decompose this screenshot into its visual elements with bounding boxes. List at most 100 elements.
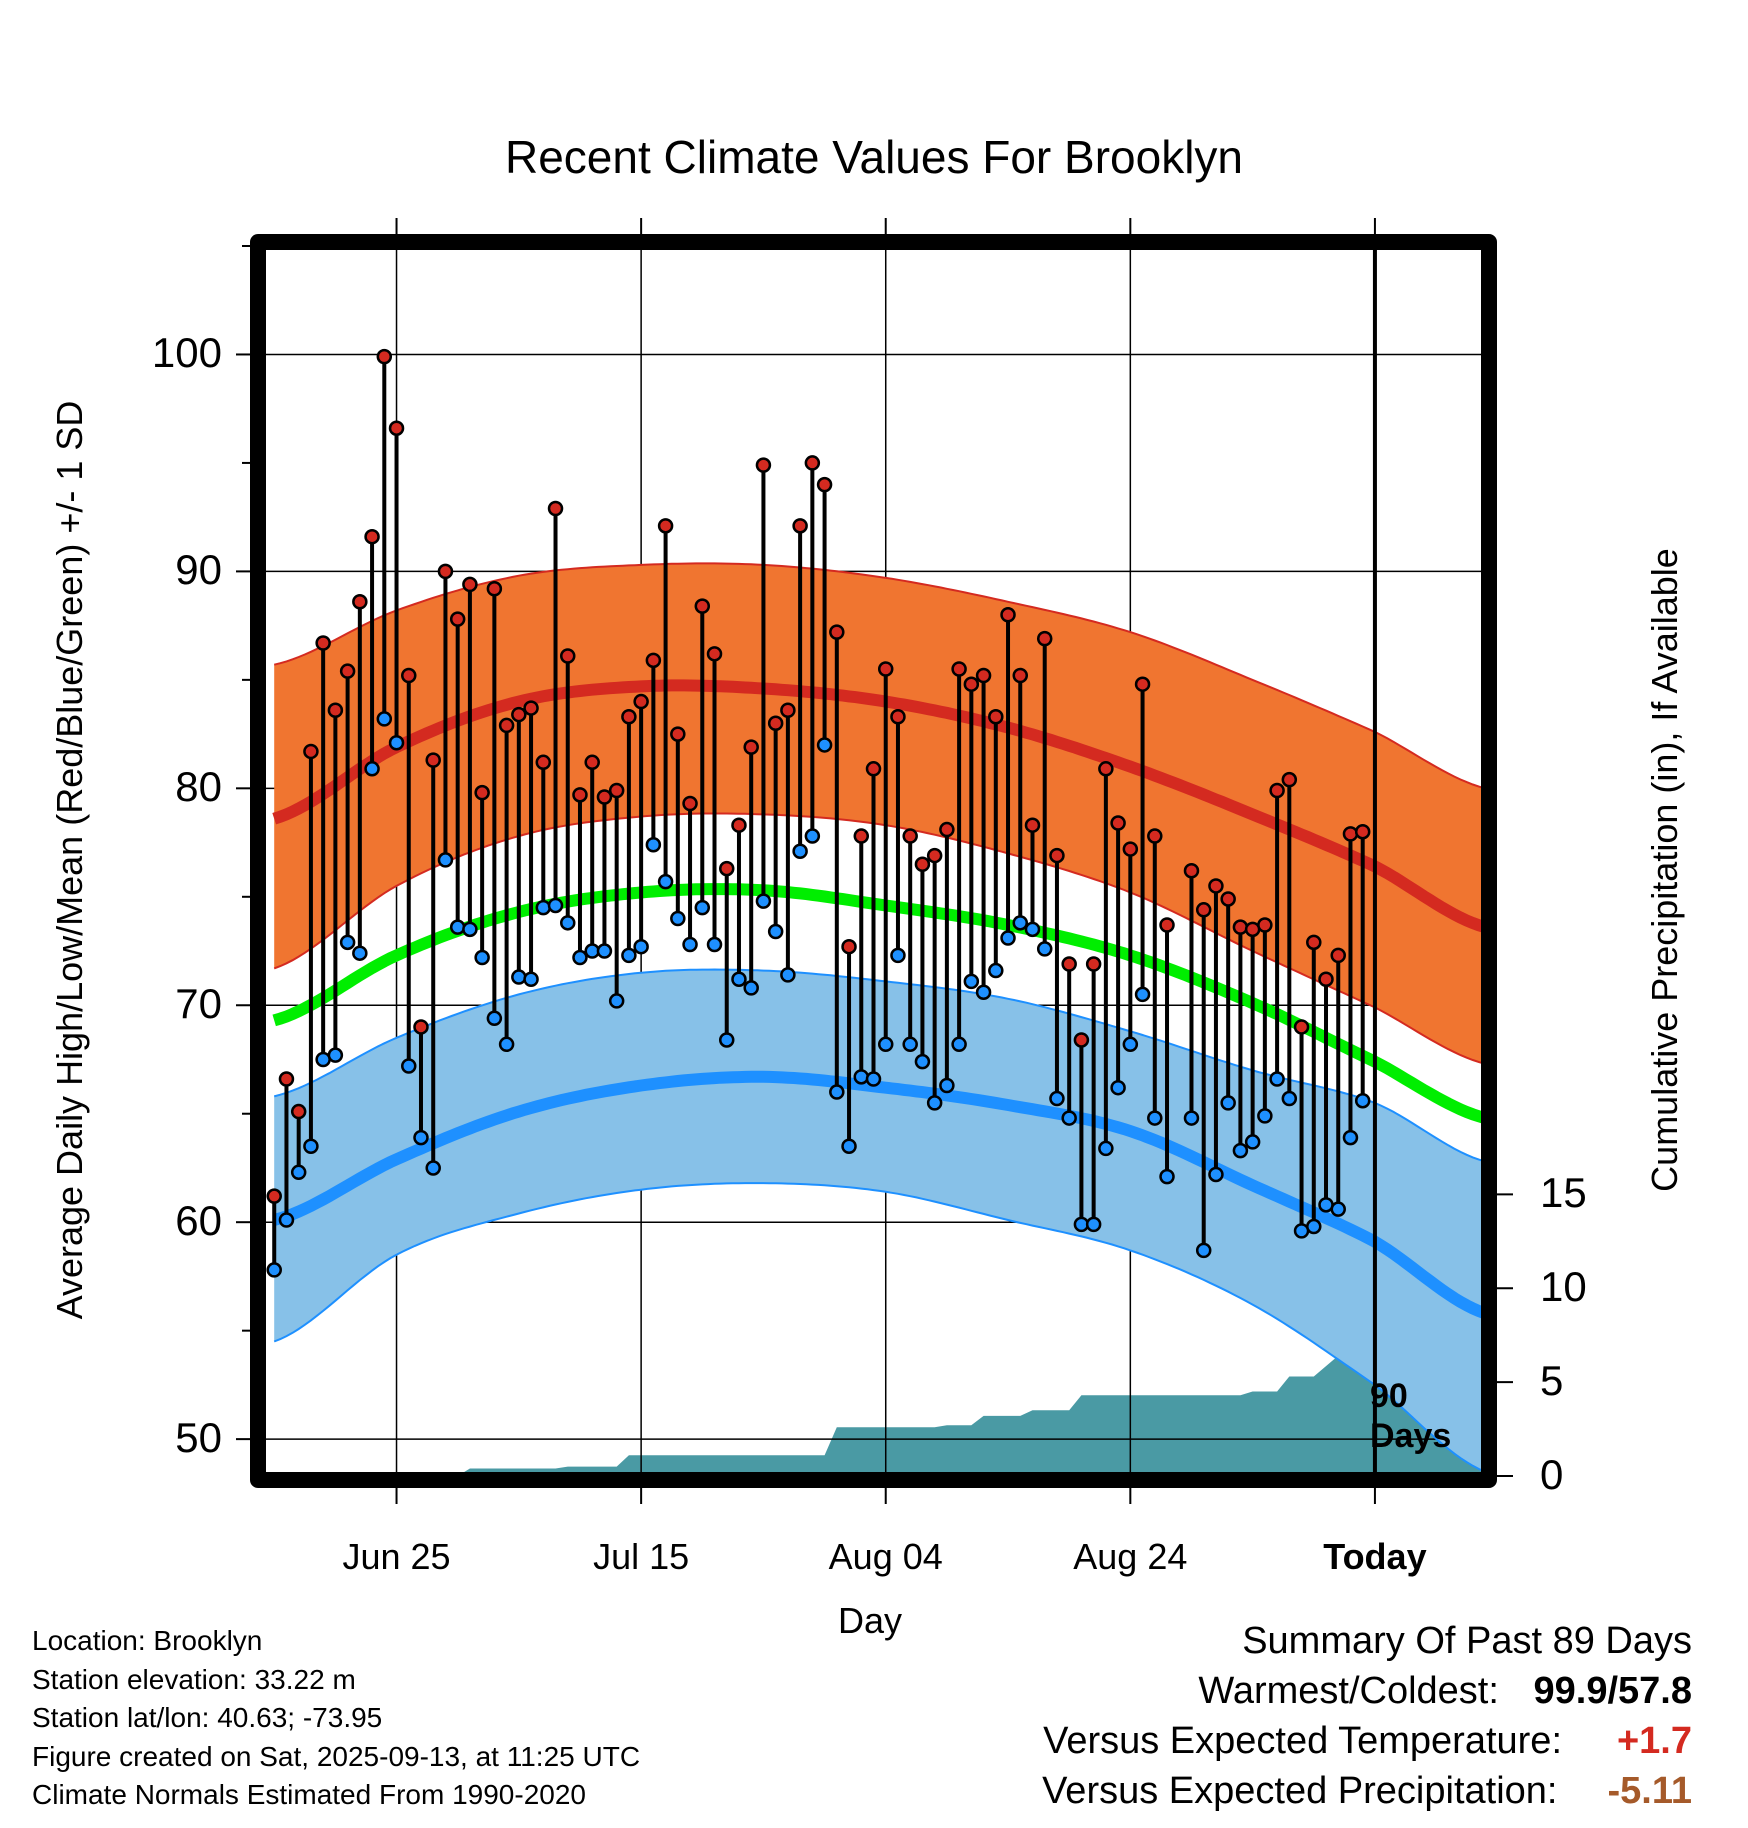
daily-low-point — [877, 1036, 894, 1053]
daily-low-point — [926, 1095, 943, 1111]
daily-high-point — [1220, 891, 1236, 907]
daily-low-point — [939, 1077, 955, 1094]
warmest-value: 99.9 — [1533, 1670, 1608, 1712]
normal-low-line — [272, 1070, 1485, 1319]
daily-low-point — [266, 1262, 282, 1278]
daily-low-point — [1000, 930, 1016, 946]
daily-high-point — [1318, 971, 1334, 987]
daily-low-point — [352, 945, 368, 961]
precip-value: -5.11 — [1607, 1770, 1692, 1812]
daily-low-point — [1195, 1242, 1212, 1259]
daily-high-point — [1061, 956, 1077, 972]
daily-high-point — [975, 667, 992, 684]
daily-high-point — [853, 828, 870, 844]
y-tick-label: 70 — [175, 980, 222, 1028]
summary-panel: Summary Of Past 89 Days Warmest/Coldest:… — [1042, 1616, 1692, 1816]
daily-high-point — [523, 700, 539, 716]
daily-low-point — [694, 899, 711, 916]
daily-low-point — [1220, 1095, 1236, 1111]
daily-low-point — [290, 1164, 307, 1181]
daily-low-point — [572, 949, 588, 966]
daily-low-point — [1330, 1201, 1346, 1217]
today-days-unit: Days — [1370, 1417, 1452, 1455]
daily-high-point — [670, 726, 686, 742]
daily-high-point — [767, 715, 784, 731]
meta-normals: Climate Normals Estimated From 1990-2020 — [32, 1779, 586, 1810]
meta-elevation: Station elevation: 33.22 m — [32, 1663, 356, 1695]
daily-high-point — [1293, 1019, 1310, 1035]
daily-low-point — [645, 836, 662, 853]
daily-low-point — [547, 897, 564, 914]
daily-high-point — [1195, 902, 1212, 918]
daily-low-point — [1306, 1218, 1322, 1235]
daily-low-point — [303, 1138, 319, 1155]
daily-high-point — [951, 661, 967, 677]
daily-high-point — [1330, 947, 1346, 964]
daily-low-point — [474, 949, 490, 966]
daily-low-point — [914, 1053, 931, 1070]
daily-high-point — [682, 795, 698, 812]
daily-high-point — [1085, 956, 1102, 972]
daily-high-point — [841, 938, 857, 955]
daily-low-point — [608, 993, 625, 1009]
daily-high-point — [352, 594, 368, 610]
daily-high-point — [1012, 667, 1029, 684]
today-days-label: 90 Days — [1370, 1376, 1451, 1456]
daily-high-point — [413, 1019, 429, 1035]
daily-high-point — [486, 581, 503, 597]
daily-low-point — [278, 1212, 295, 1228]
daily-low-point — [462, 921, 478, 938]
daily-high-point — [401, 667, 417, 684]
meta-location: Location: Brooklyn — [32, 1625, 263, 1656]
daily-high-point — [926, 847, 943, 864]
daily-high-point — [584, 754, 600, 771]
daily-low-point — [1244, 1134, 1261, 1150]
daily-low-point — [657, 873, 674, 890]
y2-tick-label: 15 — [1540, 1169, 1587, 1217]
daily-low-point — [401, 1058, 417, 1074]
coldest-value: 57.8 — [1618, 1670, 1692, 1712]
daily-low-point — [339, 934, 356, 951]
daily-high-point — [388, 420, 405, 436]
temp-value: +1.7 — [1616, 1720, 1692, 1762]
daily-high-point — [560, 648, 576, 664]
daily-high-point — [829, 624, 845, 640]
daily-high-point — [425, 752, 441, 768]
daily-high-point — [939, 821, 955, 838]
daily-low-point — [841, 1138, 857, 1155]
daily-high-point — [988, 708, 1004, 725]
daily-high-point — [474, 784, 490, 801]
daily-low-point — [1024, 921, 1041, 938]
daily-high-point — [1159, 917, 1175, 933]
daily-high-point — [315, 635, 331, 651]
meta-latlon: Station lat/lon: 40.63; -73.95 — [32, 1702, 383, 1733]
daily-high-point — [1000, 607, 1016, 623]
y2-tick-label: 5 — [1540, 1357, 1564, 1405]
daily-high-point — [1257, 917, 1273, 933]
daily-low-point — [670, 910, 686, 927]
daily-high-point — [877, 661, 894, 677]
precip-area — [274, 1355, 1485, 1476]
daily-high-point — [1073, 1032, 1090, 1048]
daily-high-point — [596, 789, 613, 805]
y-axis-label: Average Daily High/Low/Mean (Red/Blue/Gr… — [49, 400, 90, 1320]
daily-low-point — [621, 947, 637, 964]
x-tick-label: Aug 04 — [828, 1536, 943, 1577]
daily-high-point — [437, 563, 454, 580]
daily-high-point — [1122, 841, 1139, 857]
daily-high-point — [1269, 782, 1285, 799]
y2-tick-label: 10 — [1540, 1263, 1587, 1311]
daily-high-point — [1147, 828, 1163, 844]
daily-high-point — [780, 702, 796, 718]
daily-low-point — [1049, 1090, 1065, 1107]
daily-high-point — [327, 702, 344, 718]
y-tick-label: 90 — [175, 546, 222, 594]
daily-high-point — [963, 676, 980, 692]
daily-high-point — [266, 1188, 282, 1204]
x-tick-label: Jun 25 — [342, 1536, 451, 1577]
daily-low-point — [706, 936, 723, 953]
daily-low-point — [951, 1036, 967, 1053]
daily-low-point — [743, 980, 759, 996]
daily-low-point — [1110, 1079, 1126, 1096]
